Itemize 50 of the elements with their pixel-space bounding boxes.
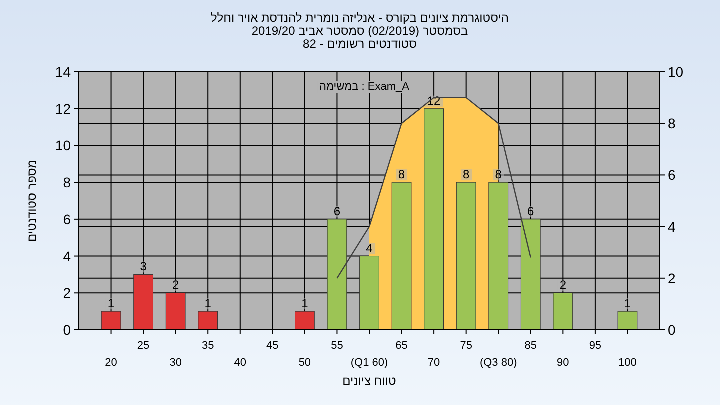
data-label: 6	[526, 204, 537, 218]
y2-tick-label: 6	[668, 167, 676, 184]
y-tick-label: 2	[63, 285, 72, 302]
x-tick-label: 40	[234, 357, 247, 369]
x-tick-label: 45	[266, 340, 279, 352]
data-label: 1	[622, 296, 634, 311]
data-label: 1	[106, 296, 117, 311]
data-label: 1	[202, 296, 214, 311]
data-label: 1	[300, 296, 311, 311]
data-label: 2	[170, 278, 182, 292]
y2-tick-label: 4	[668, 218, 676, 235]
data-label: 2	[558, 278, 569, 292]
y2-tick-label: 0	[668, 322, 676, 338]
y2-tick-label: 10	[668, 64, 684, 80]
annotation: במשימה : Exam_A	[320, 81, 410, 93]
x-tick-label: 95	[589, 340, 602, 352]
subtitle: בסמסטר (02/2019) סמסטר אביב 2019/20	[252, 24, 468, 38]
y2-tick-label: 8	[668, 116, 676, 132]
y-axis-title: מספר סטודנטים	[25, 160, 39, 242]
y-tick-label: 12	[55, 100, 72, 117]
x-tick-label: 20	[105, 357, 118, 369]
x-tick-label: (Q1 60)	[350, 357, 388, 369]
data-label: 3	[138, 260, 150, 274]
y-tick-label: 6	[63, 211, 72, 228]
x-tick-label: 85	[524, 340, 538, 352]
x-tick-label: 65	[396, 340, 408, 352]
x-tick-label: 100	[618, 357, 637, 369]
data-label: 8	[461, 168, 472, 182]
y-tick-label: 0	[63, 322, 72, 338]
y-tick-label: 4	[63, 248, 72, 264]
x-tick-label: 70	[428, 357, 440, 369]
y-tick-label: 10	[55, 138, 72, 154]
y2-tick-label: 2	[668, 270, 676, 286]
x-tick-label: 75	[460, 340, 472, 352]
x-tick-label: 35	[202, 340, 214, 352]
data-label: 6	[332, 204, 343, 218]
x-tick-label: 50	[298, 357, 312, 369]
y-tick-label: 8	[63, 174, 72, 191]
data-label: 8	[396, 168, 408, 182]
subtitle: סטודנטים רשומים - 82	[303, 37, 417, 51]
x-tick-label: (Q3 80)	[480, 357, 518, 369]
x-tick-label: 30	[170, 357, 182, 369]
x-tick-label: 25	[137, 340, 150, 352]
data-label: 8	[493, 168, 504, 182]
x-tick-label: 90	[557, 357, 570, 369]
data-label: 4	[364, 241, 376, 256]
title: היסטוגרמת ציונים בקורס - אנליזה נומרית להנדסת אויר וחלל	[211, 11, 509, 25]
x-tick-label: 55	[331, 340, 344, 352]
x-axis-title: טווח ציונים	[342, 374, 397, 388]
y-tick-label: 14	[55, 64, 72, 80]
